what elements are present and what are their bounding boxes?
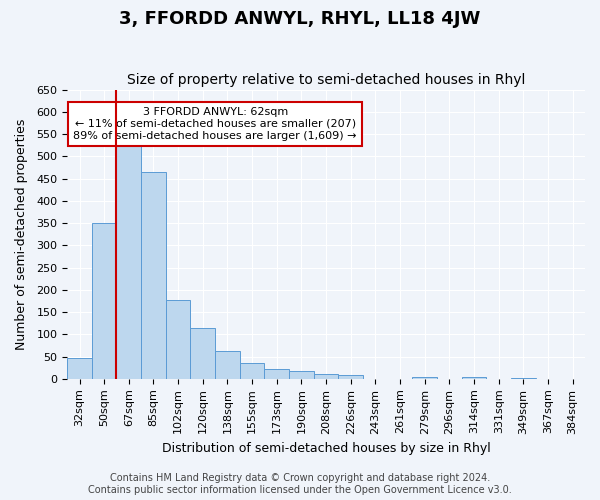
Bar [67,358,92,379]
Bar [511,378,536,379]
Text: Contains HM Land Registry data © Crown copyright and database right 2024.
Contai: Contains HM Land Registry data © Crown c… [88,474,512,495]
Bar [240,363,265,379]
Bar [166,300,190,379]
Bar [314,374,338,379]
Bar [289,371,314,379]
Title: Size of property relative to semi-detached houses in Rhyl: Size of property relative to semi-detach… [127,73,525,87]
Bar [190,328,215,379]
Bar [265,369,289,379]
Bar [215,351,240,379]
Text: 3, FFORDD ANWYL, RHYL, LL18 4JW: 3, FFORDD ANWYL, RHYL, LL18 4JW [119,10,481,28]
Bar [462,378,487,379]
Y-axis label: Number of semi-detached properties: Number of semi-detached properties [15,118,28,350]
Bar [92,223,116,379]
Bar [412,376,437,379]
X-axis label: Distribution of semi-detached houses by size in Rhyl: Distribution of semi-detached houses by … [162,442,490,455]
Bar [141,172,166,379]
Bar [116,140,141,379]
Bar [338,376,363,379]
Text: 3 FFORDD ANWYL: 62sqm
← 11% of semi-detached houses are smaller (207)
89% of sem: 3 FFORDD ANWYL: 62sqm ← 11% of semi-deta… [73,108,357,140]
